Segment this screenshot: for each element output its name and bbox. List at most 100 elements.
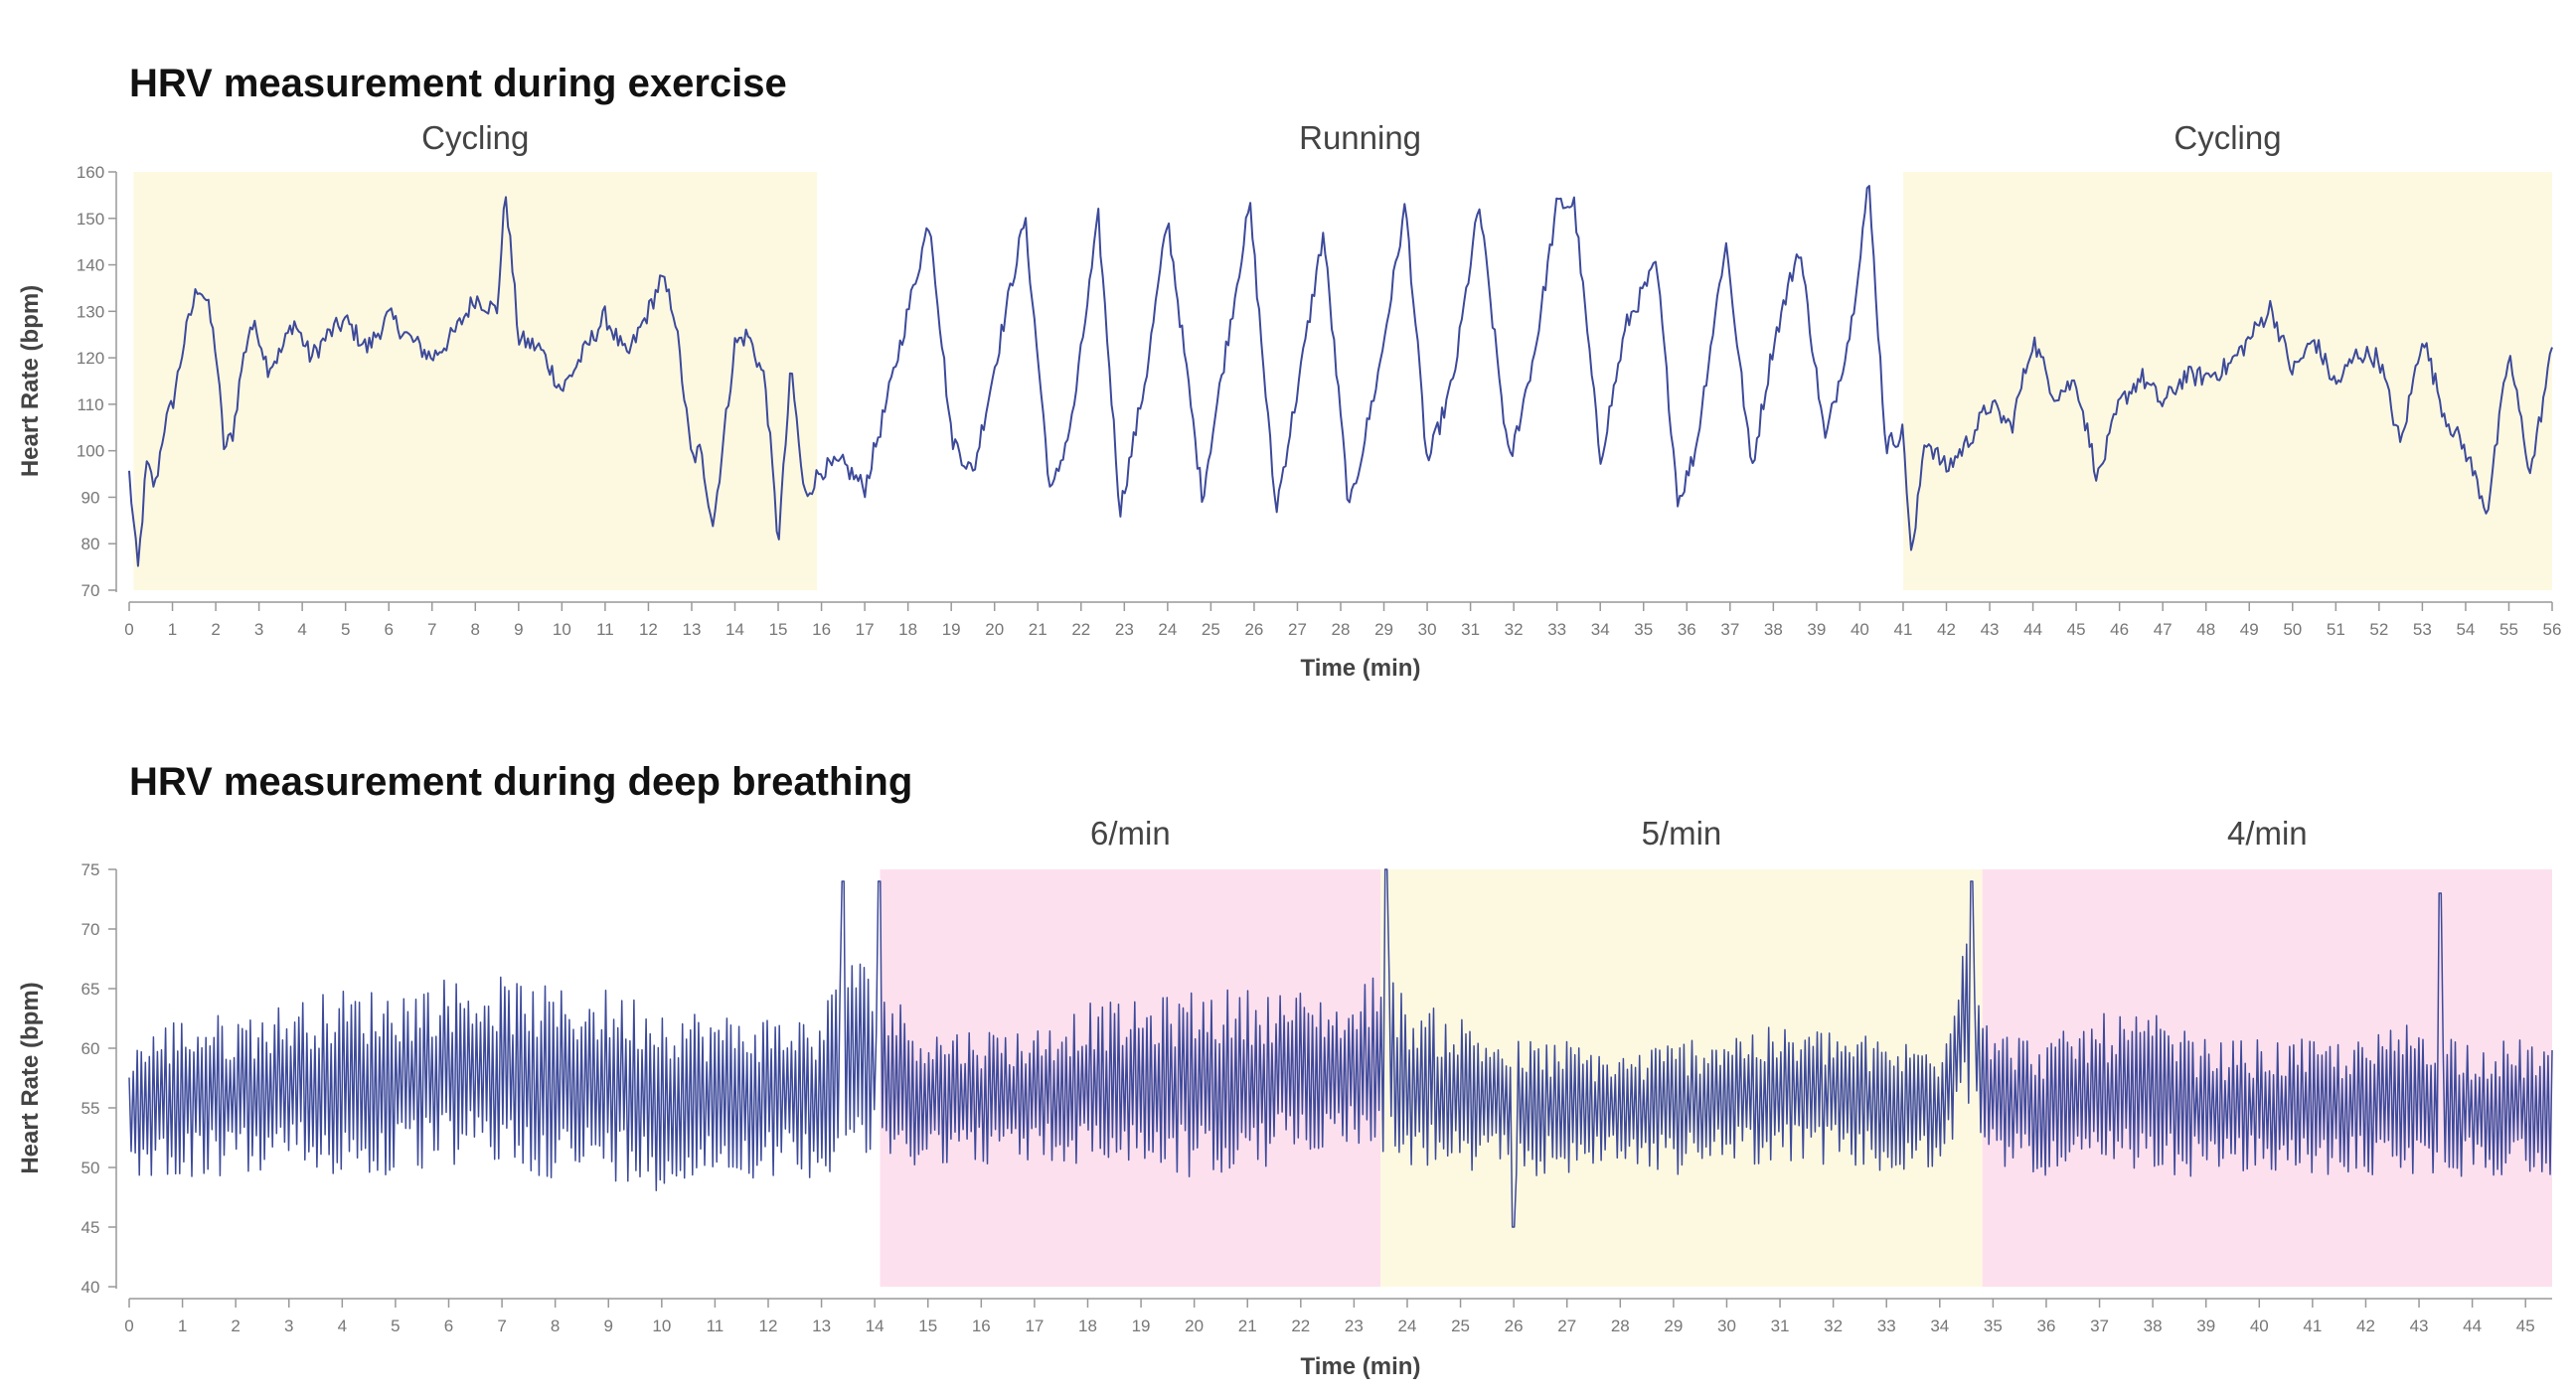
y-tick-label-1: 40 (81, 1278, 100, 1297)
x-tick-label-1: 38 (2144, 1317, 2163, 1335)
x-tick-label-1: 13 (812, 1317, 831, 1335)
x-tick-label-0: 3 (254, 620, 263, 639)
x-tick-label-0: 4 (297, 620, 306, 639)
x-tick-label-0: 39 (1807, 620, 1826, 639)
x-tick-label-0: 48 (2196, 620, 2215, 639)
x-tick-label-1: 17 (1025, 1317, 1044, 1335)
x-tick-label-1: 19 (1132, 1317, 1151, 1335)
x-axis-title-0: Time (min) (1301, 655, 1421, 682)
x-tick-label-0: 9 (514, 620, 523, 639)
x-tick-label-0: 5 (341, 620, 350, 639)
x-tick-label-0: 0 (124, 620, 133, 639)
y-tick-label-0: 130 (77, 302, 104, 321)
x-tick-label-1: 30 (1717, 1317, 1736, 1335)
x-tick-label-1: 11 (707, 1317, 724, 1335)
x-tick-label-1: 1 (178, 1317, 187, 1335)
y-axis-title-1: Heart Rate (bpm) (17, 982, 44, 1173)
y-tick-label-0: 110 (77, 395, 103, 414)
y-tick-label-1: 75 (81, 860, 100, 879)
y-tick-label-0: 90 (81, 488, 100, 507)
x-tick-label-0: 15 (769, 620, 788, 639)
x-tick-label-1: 24 (1398, 1317, 1417, 1335)
x-tick-label-1: 8 (551, 1317, 560, 1335)
x-tick-label-0: 6 (384, 620, 393, 639)
y-tick-label-1: 70 (81, 920, 100, 939)
x-tick-label-0: 10 (553, 620, 571, 639)
x-tick-label-1: 39 (2196, 1317, 2215, 1335)
x-tick-label-0: 51 (2327, 620, 2345, 639)
x-tick-label-0: 20 (985, 620, 1004, 639)
x-tick-label-0: 52 (2369, 620, 2388, 639)
x-tick-label-0: 36 (1678, 620, 1696, 639)
x-tick-label-0: 53 (2413, 620, 2432, 639)
x-tick-label-1: 26 (1505, 1317, 1524, 1335)
region-label-0-2: Cycling (2174, 119, 2281, 156)
x-tick-label-0: 37 (1720, 620, 1739, 639)
y-tick-label-0: 100 (77, 442, 104, 461)
x-tick-label-0: 16 (812, 620, 831, 639)
y-tick-label-0: 120 (77, 349, 104, 368)
x-tick-label-0: 44 (2023, 620, 2042, 639)
x-tick-label-1: 36 (2037, 1317, 2056, 1335)
region-label-0-1: Running (1299, 119, 1421, 156)
x-tick-label-1: 40 (2250, 1317, 2269, 1335)
y-tick-label-1: 65 (81, 980, 100, 999)
x-tick-label-0: 26 (1244, 620, 1263, 639)
x-tick-label-0: 11 (596, 620, 614, 639)
region-label-1-1: 5/min (1642, 815, 1722, 852)
x-tick-label-1: 21 (1238, 1317, 1257, 1335)
y-tick-label-0: 80 (81, 535, 100, 553)
x-tick-label-1: 6 (444, 1317, 453, 1335)
x-tick-label-0: 31 (1461, 620, 1480, 639)
x-tick-label-1: 4 (338, 1317, 347, 1335)
x-tick-label-0: 56 (2543, 620, 2562, 639)
x-tick-label-0: 8 (471, 620, 480, 639)
x-tick-label-1: 5 (391, 1317, 400, 1335)
x-tick-label-0: 50 (2283, 620, 2302, 639)
x-tick-label-1: 35 (1984, 1317, 2003, 1335)
x-tick-label-0: 54 (2456, 620, 2475, 639)
y-tick-label-0: 70 (81, 581, 100, 600)
x-tick-label-0: 45 (2067, 620, 2086, 639)
region-0-2 (1902, 172, 2552, 590)
x-tick-label-1: 31 (1771, 1317, 1790, 1335)
exercise-chart-title: HRV measurement during exercise (129, 62, 787, 105)
x-tick-label-1: 27 (1557, 1317, 1576, 1335)
x-tick-label-1: 44 (2463, 1317, 2482, 1335)
x-axis-title-1: Time (min) (1301, 1353, 1421, 1380)
x-tick-label-0: 32 (1505, 620, 1524, 639)
region-label-1-0: 6/min (1090, 815, 1171, 852)
x-tick-label-0: 22 (1071, 620, 1090, 639)
y-tick-label-1: 60 (81, 1039, 100, 1058)
x-tick-label-1: 7 (497, 1317, 506, 1335)
x-tick-label-0: 23 (1115, 620, 1134, 639)
x-tick-label-1: 10 (652, 1317, 671, 1335)
breathing-chart-title: HRV measurement during deep breathing (129, 760, 913, 804)
x-tick-label-1: 25 (1451, 1317, 1470, 1335)
y-tick-label-1: 55 (81, 1099, 100, 1118)
chart-0: Cycling Running Cycling7080901001101201301… (17, 119, 2561, 682)
x-tick-label-0: 30 (1418, 620, 1437, 639)
x-tick-label-1: 14 (866, 1317, 885, 1335)
x-tick-label-0: 13 (683, 620, 702, 639)
x-tick-label-0: 24 (1158, 620, 1177, 639)
region-0-1 (817, 172, 1903, 590)
x-tick-label-1: 12 (759, 1317, 778, 1335)
x-tick-label-0: 43 (1981, 620, 2000, 639)
x-tick-label-0: 28 (1332, 620, 1351, 639)
region-0-0 (133, 172, 818, 590)
region-label-1-2: 4/min (2227, 815, 2308, 852)
x-tick-label-0: 18 (898, 620, 917, 639)
x-tick-label-1: 33 (1877, 1317, 1896, 1335)
x-tick-label-0: 21 (1029, 620, 1047, 639)
x-tick-label-1: 18 (1078, 1317, 1097, 1335)
series-line-1 (128, 868, 2553, 1228)
x-tick-label-1: 32 (1824, 1317, 1843, 1335)
x-tick-label-1: 34 (1930, 1317, 1949, 1335)
x-tick-label-0: 33 (1547, 620, 1566, 639)
x-tick-label-0: 1 (168, 620, 177, 639)
x-tick-label-0: 47 (2154, 620, 2173, 639)
x-tick-label-0: 34 (1591, 620, 1610, 639)
y-tick-label-0: 140 (77, 256, 104, 275)
x-tick-label-1: 3 (284, 1317, 293, 1335)
